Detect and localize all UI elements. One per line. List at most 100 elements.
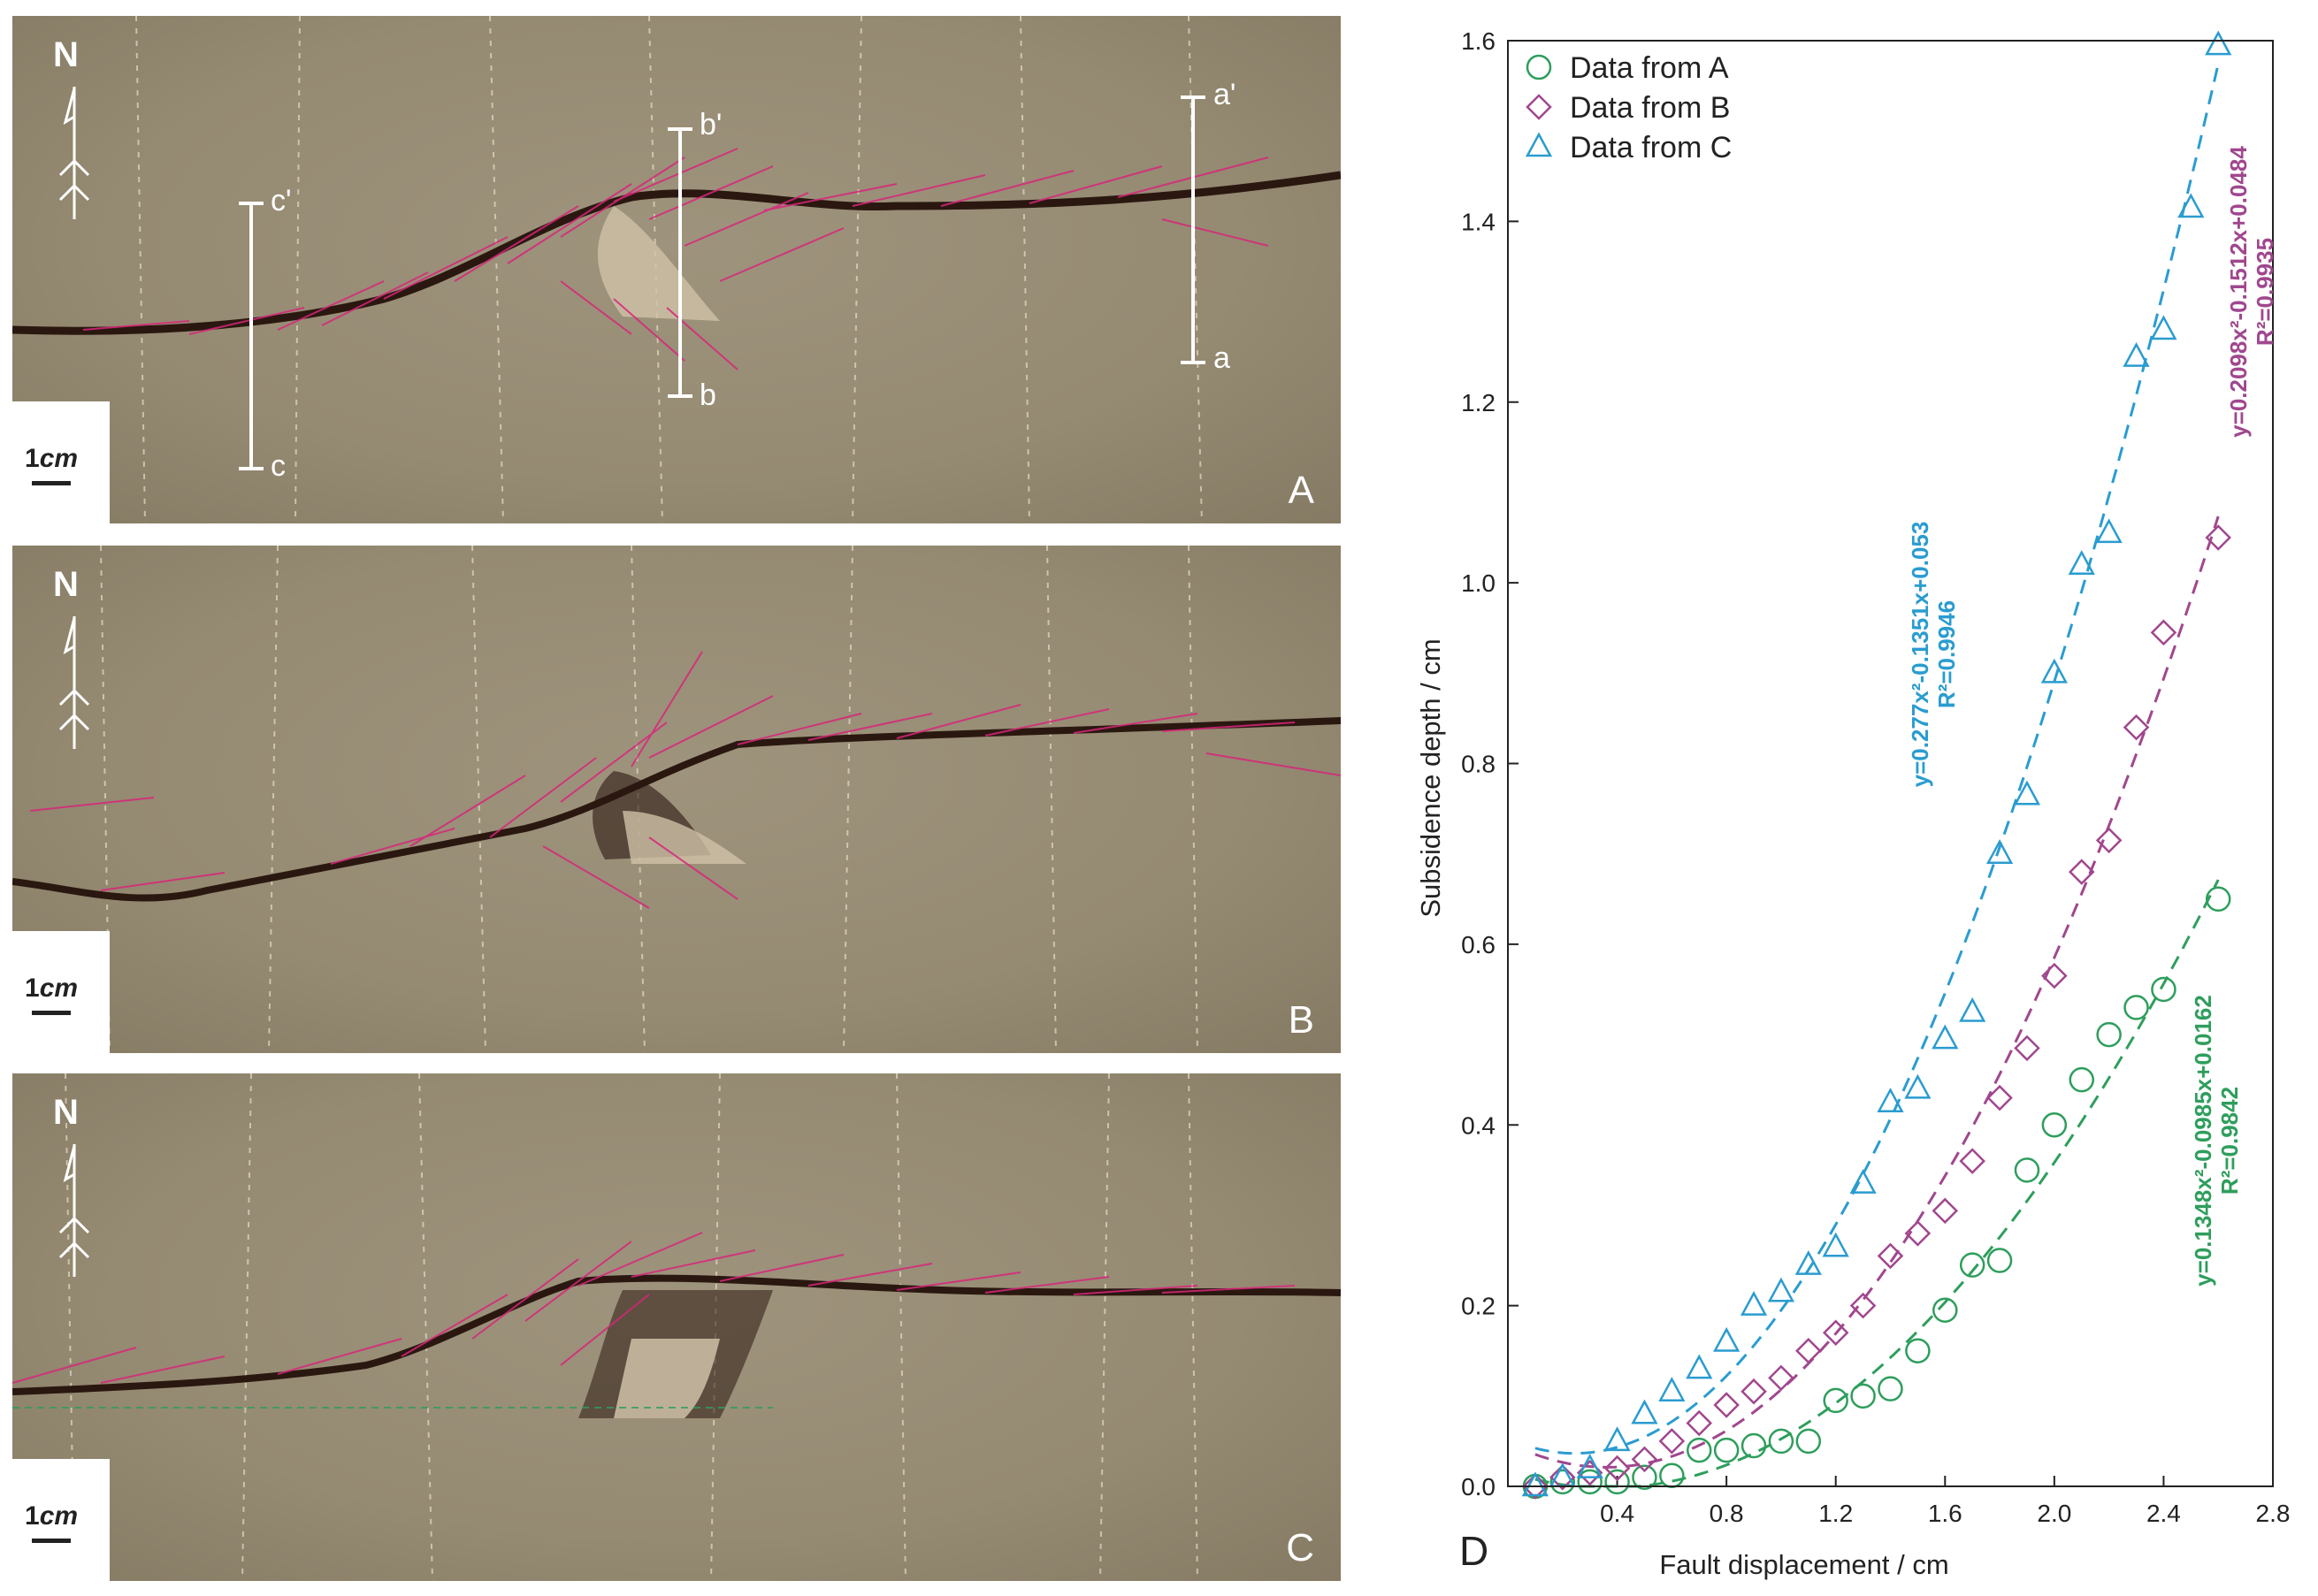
plot-frame (1507, 40, 2274, 1487)
data-point-c (1932, 1024, 1959, 1050)
data-point-c (1904, 1073, 1932, 1099)
fault-trace-overlay (12, 16, 1341, 523)
r-squared-text: R²=0.9842 (2216, 1087, 2243, 1195)
fit-curves (1534, 63, 2220, 1488)
data-point-c (2068, 550, 2095, 575)
profile-a-bottom-label: a (1213, 341, 1230, 375)
data-point-b (1904, 1220, 1932, 1247)
legend-label-c: Data from C (1570, 131, 1732, 164)
data-point-c (1740, 1291, 1768, 1316)
data-point-b (1877, 1242, 1904, 1270)
data-point-b (2150, 619, 2177, 646)
data-point-a (1932, 1297, 1958, 1323)
legend-marker-b (1526, 94, 1552, 120)
data-point-b (1959, 1148, 1985, 1174)
data-point-c (1631, 1399, 1658, 1424)
equation-text: y=0.2098x²-0.1512x+0.0484 (2225, 146, 2252, 438)
y-tick-label: 1.6 (1461, 27, 1496, 55)
data-point-c (2177, 193, 2205, 218)
y-tick-label: 1.0 (1461, 569, 1496, 597)
data-point-a (1905, 1338, 1931, 1363)
data-point-b (1549, 1464, 1576, 1491)
data-point-a (2014, 1157, 2040, 1183)
data-point-c (2123, 342, 2150, 367)
data-point-b (1522, 1473, 1549, 1500)
y-tick-label: 0.6 (1461, 931, 1496, 958)
data-point-a (1632, 1464, 1657, 1491)
data-point-a (1986, 1248, 2013, 1273)
x-tick-label: 2.8 (2256, 1500, 2291, 1527)
panel-label-d: D (1459, 1528, 1488, 1574)
data-point-a (1795, 1428, 1822, 1455)
data-point-a (2041, 1112, 2068, 1138)
y-tick-label: 0.8 (1461, 751, 1496, 778)
north-label: N (53, 565, 79, 604)
data-point-c (1767, 1277, 1795, 1302)
x-tick-label: 1.6 (1928, 1500, 1962, 1527)
scale-bar (32, 1539, 71, 1543)
profile-a-top-label: a' (1213, 78, 1236, 111)
fit-curve-a (1534, 879, 2220, 1488)
profile-c-bottom-label: c (271, 449, 286, 483)
data-point-a (1959, 1252, 1985, 1278)
scale-bar-box: 1cm (12, 401, 110, 523)
x-tick-label: 1.2 (1818, 1500, 1853, 1527)
data-point-a (1604, 1469, 1630, 1495)
equation-text: y=0.1348x²-0.0985x+0.0162 (2190, 995, 2216, 1287)
x-axis-title: Fault displacement / cm (1659, 1549, 1948, 1580)
scale-bar-box: 1cm (12, 931, 110, 1053)
profile-b-bottom-label: b (700, 378, 716, 412)
fit-equation-b: y=0.2098x²-0.1512x+0.0484 R²=0.9935 (2225, 146, 2278, 438)
photo-panel-c: N 1cm C (12, 1073, 1341, 1581)
data-point-a (2205, 886, 2231, 913)
fit-curve-c (1534, 63, 2220, 1455)
photo-background (12, 546, 1341, 1053)
data-point-b (1768, 1364, 1794, 1392)
data-point-c (1822, 1232, 1849, 1257)
x-tick-label: 2.4 (2146, 1500, 2181, 1527)
y-tick-label: 0.0 (1461, 1473, 1496, 1501)
data-point-c (1549, 1462, 1576, 1488)
data-point-b (1631, 1446, 1658, 1473)
north-label: N (53, 35, 79, 74)
data-points (1521, 30, 2232, 1500)
data-point-a (1659, 1462, 1685, 1488)
data-point-c (1603, 1426, 1631, 1452)
data-point-b (1713, 1392, 1740, 1418)
data-point-a (1768, 1428, 1794, 1455)
photo-panel-a: N c' c b' b a' a 1cm A (12, 16, 1341, 523)
data-point-a (1878, 1376, 1903, 1401)
data-point-c (2150, 315, 2177, 340)
data-point-b (2123, 714, 2150, 741)
north-arrow-icon (58, 87, 90, 219)
panel-label-b: B (1288, 998, 1314, 1042)
data-point-a (1823, 1387, 1848, 1414)
scale-bar (32, 481, 71, 485)
data-point-c (2095, 518, 2123, 544)
r-squared-text: R²=0.9946 (1933, 600, 1960, 708)
legend-marker-c (1525, 132, 1553, 157)
data-point-a (1713, 1437, 1740, 1463)
data-point-c (1959, 997, 1986, 1022)
data-point-c (1794, 1250, 1822, 1275)
axis-ticks: 0.4 0.8 1.2 1.6 2.0 2.4 2.8 0.0 0.2 0.4 0.6 0.8 1.0 1… (1461, 27, 2290, 1527)
x-tick-label: 0.8 (1710, 1500, 1744, 1527)
data-point-b (1932, 1197, 1959, 1225)
scale-label: 1cm (25, 444, 79, 473)
legend-label-a: Data from A (1570, 51, 1729, 85)
data-point-c (1686, 1354, 1713, 1379)
data-point-c (2040, 658, 2068, 683)
data-point-a (1740, 1432, 1767, 1459)
data-point-c (1849, 1169, 1877, 1194)
scale-label: 1cm (25, 974, 79, 1003)
scale-bar (32, 1011, 71, 1015)
data-point-a (1687, 1437, 1712, 1463)
data-point-b (1795, 1337, 1822, 1364)
north-arrow-icon (58, 1144, 90, 1277)
data-point-c (1713, 1326, 1740, 1352)
fit-equation-a: y=0.1348x²-0.0985x+0.0162 R²=0.9842 (2190, 995, 2243, 1287)
data-point-b (1686, 1409, 1713, 1437)
data-point-b (2041, 962, 2068, 989)
data-point-c (1658, 1377, 1686, 1401)
x-tick-label: 0.4 (1600, 1500, 1634, 1527)
